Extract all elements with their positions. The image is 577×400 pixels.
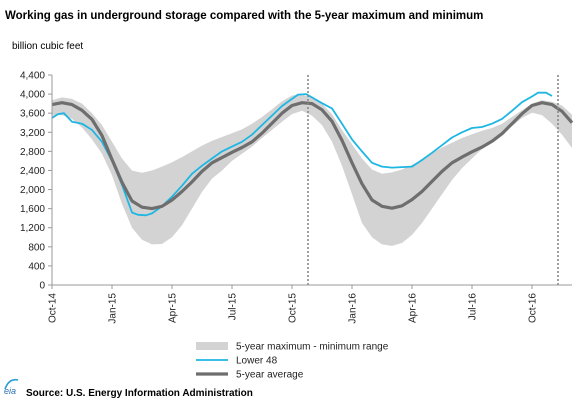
chart-title: Working gas in underground storage compa… — [5, 10, 483, 22]
eia-logo-swoosh — [4, 378, 19, 390]
series-line-2 — [51, 101, 574, 211]
legend-label-1: Lower 48 — [236, 356, 278, 367]
y-tick-label: 0 — [39, 281, 45, 292]
series-line-layer — [51, 91, 574, 217]
legend-label-0: 5-year maximum - minimum range — [236, 342, 389, 353]
y-tick-label: 3,200 — [20, 128, 45, 139]
y-axis-unit-label: billion cubic feet — [12, 41, 83, 52]
range-band — [52, 94, 572, 246]
y-tick-label: 4,000 — [20, 90, 45, 101]
source-note: Source: U.S. Energy Information Administ… — [26, 388, 253, 399]
eia-logo: eia — [4, 378, 19, 396]
x-tick-label: Oct-16 — [528, 293, 539, 323]
legend: 5-year maximum - minimum range Lower 48 5-… — [196, 342, 389, 381]
y-tick-label: 2,800 — [20, 147, 45, 158]
x-tick-label: Oct-15 — [288, 293, 299, 323]
y-tick-label: 400 — [28, 261, 45, 272]
x-tick-label: Jan-15 — [108, 293, 119, 324]
x-tick-label: Apr-15 — [168, 293, 179, 323]
eia-logo-text: eia — [4, 386, 16, 396]
y-tick-label: 800 — [28, 242, 45, 253]
x-tick-label: Jan-16 — [348, 293, 359, 324]
y-tick-label: 4,400 — [20, 71, 45, 82]
range-band-layer — [52, 94, 572, 246]
y-tick-label: 3,600 — [20, 109, 45, 120]
x-tick-label: Oct-14 — [48, 293, 59, 323]
y-tick-label: 2,000 — [20, 185, 45, 196]
series-line-1 — [51, 91, 553, 217]
x-tick-label: Jul-16 — [468, 293, 479, 321]
y-tick-label: 2,400 — [20, 166, 45, 177]
legend-swatch-range — [196, 342, 228, 350]
legend-label-2: 5-year average — [236, 370, 304, 381]
y-tick-label: 1,600 — [20, 204, 45, 215]
x-tick-label: Apr-16 — [408, 293, 419, 323]
y-tick-label: 1,200 — [20, 223, 45, 234]
axes: 0 400 800 1,200 1,600 2,000 2,400 2,800 3,200 3,6… — [20, 71, 572, 324]
x-tick-label: Jul-15 — [228, 293, 239, 321]
